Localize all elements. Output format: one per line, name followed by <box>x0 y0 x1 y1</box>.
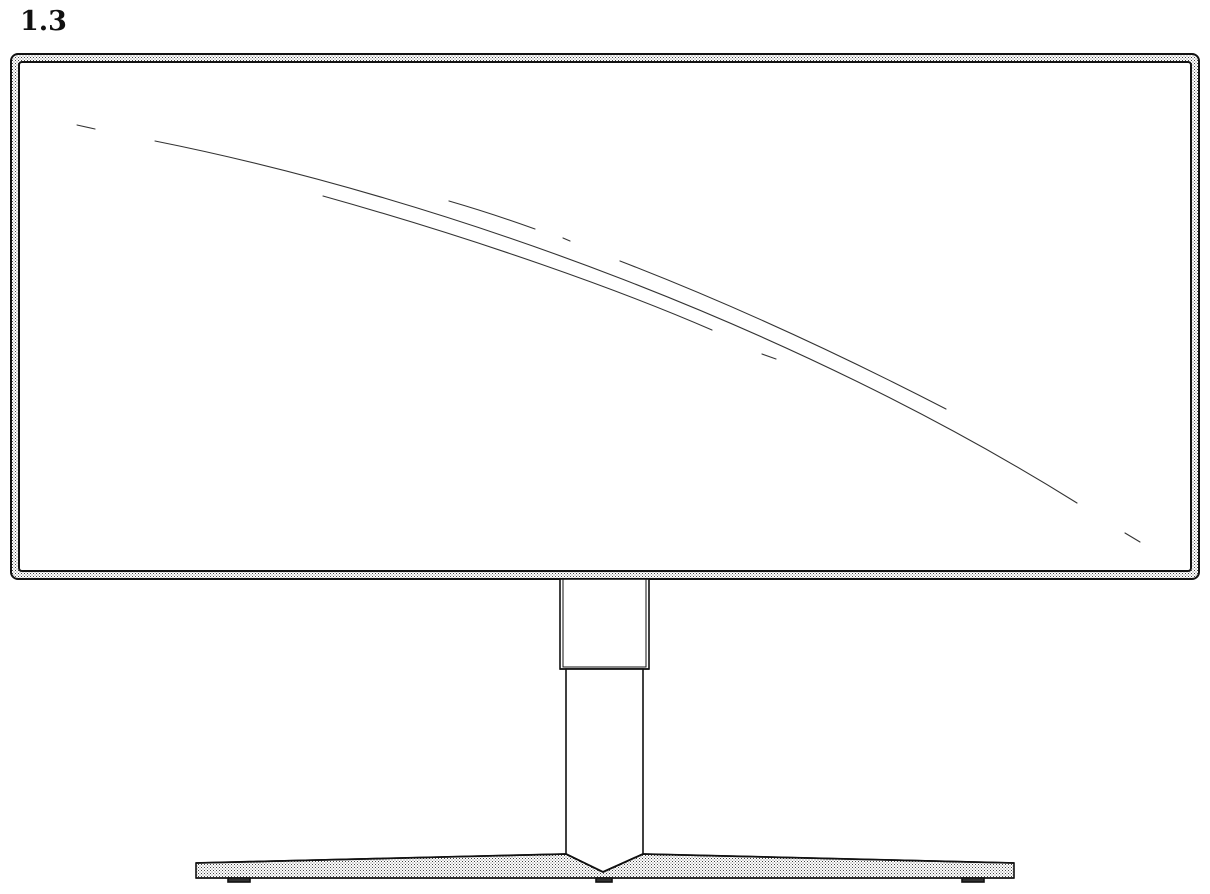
monitor-stand-neck <box>560 579 649 872</box>
base-foot-center <box>596 878 612 882</box>
screen-display-area <box>19 62 1191 571</box>
monitor-screen <box>11 54 1199 579</box>
base-foot-right <box>962 878 984 882</box>
neck-upper-segment <box>560 579 649 669</box>
neck-lower-segment <box>566 669 643 872</box>
base-foot-left <box>228 878 250 882</box>
